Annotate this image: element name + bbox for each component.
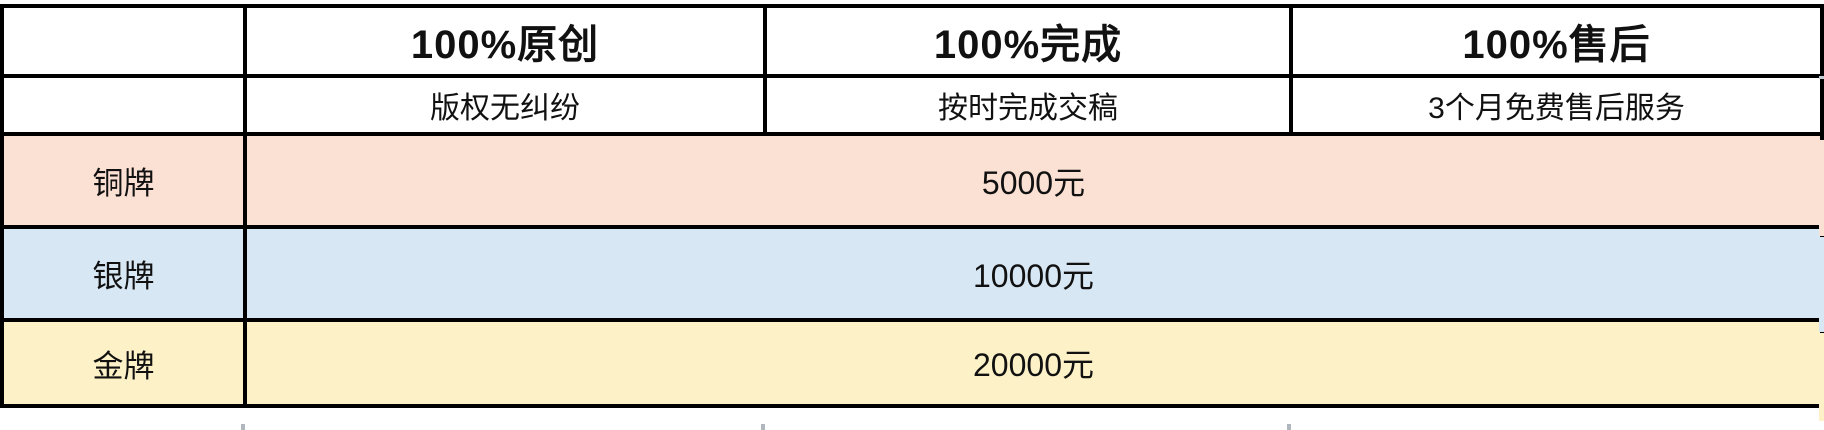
bronze-row-color-bleed — [1819, 140, 1824, 236]
guarantee-detail-row: 版权无纠纷 按时完成交稿 3个月免费售后服务 — [0, 74, 1824, 136]
subheader-cell-complete: 按时完成交稿 — [763, 74, 1293, 136]
tier-price-silver: 10000元 — [243, 225, 1824, 322]
tier-price-bronze: 5000元 — [243, 132, 1824, 229]
tier-label-gold: 金牌 — [0, 318, 247, 408]
header-cell-original: 100%原创 — [243, 4, 767, 78]
gold-row-color-bleed — [1819, 333, 1824, 421]
tier-row-gold: 金牌 20000元 — [0, 318, 1824, 408]
subheader-cell-original: 版权无纠纷 — [243, 74, 767, 136]
header-cell-complete: 100%完成 — [763, 4, 1293, 78]
cropped-gridline-stub — [761, 424, 765, 430]
corner-empty-cell-2 — [0, 74, 247, 136]
cropped-gridline-stub-right — [1819, 76, 1824, 79]
corner-empty-cell — [0, 4, 247, 78]
cropped-gridline-stub — [1287, 424, 1291, 430]
pricing-table: 100%原创 100%完成 100%售后 版权无纠纷 按时完成交稿 3个月免费售… — [0, 4, 1824, 408]
guarantee-header-row: 100%原创 100%完成 100%售后 — [0, 4, 1824, 78]
cropped-gridline-stub — [241, 424, 245, 430]
tier-label-silver: 银牌 — [0, 225, 247, 322]
tier-price-gold: 20000元 — [243, 318, 1824, 408]
header-cell-aftersale: 100%售后 — [1289, 4, 1824, 78]
subheader-cell-aftersale: 3个月免费售后服务 — [1289, 74, 1824, 136]
tier-row-silver: 银牌 10000元 — [0, 225, 1824, 322]
tier-label-bronze: 铜牌 — [0, 132, 247, 229]
silver-row-color-bleed — [1819, 237, 1824, 332]
tier-row-bronze: 铜牌 5000元 — [0, 132, 1824, 229]
